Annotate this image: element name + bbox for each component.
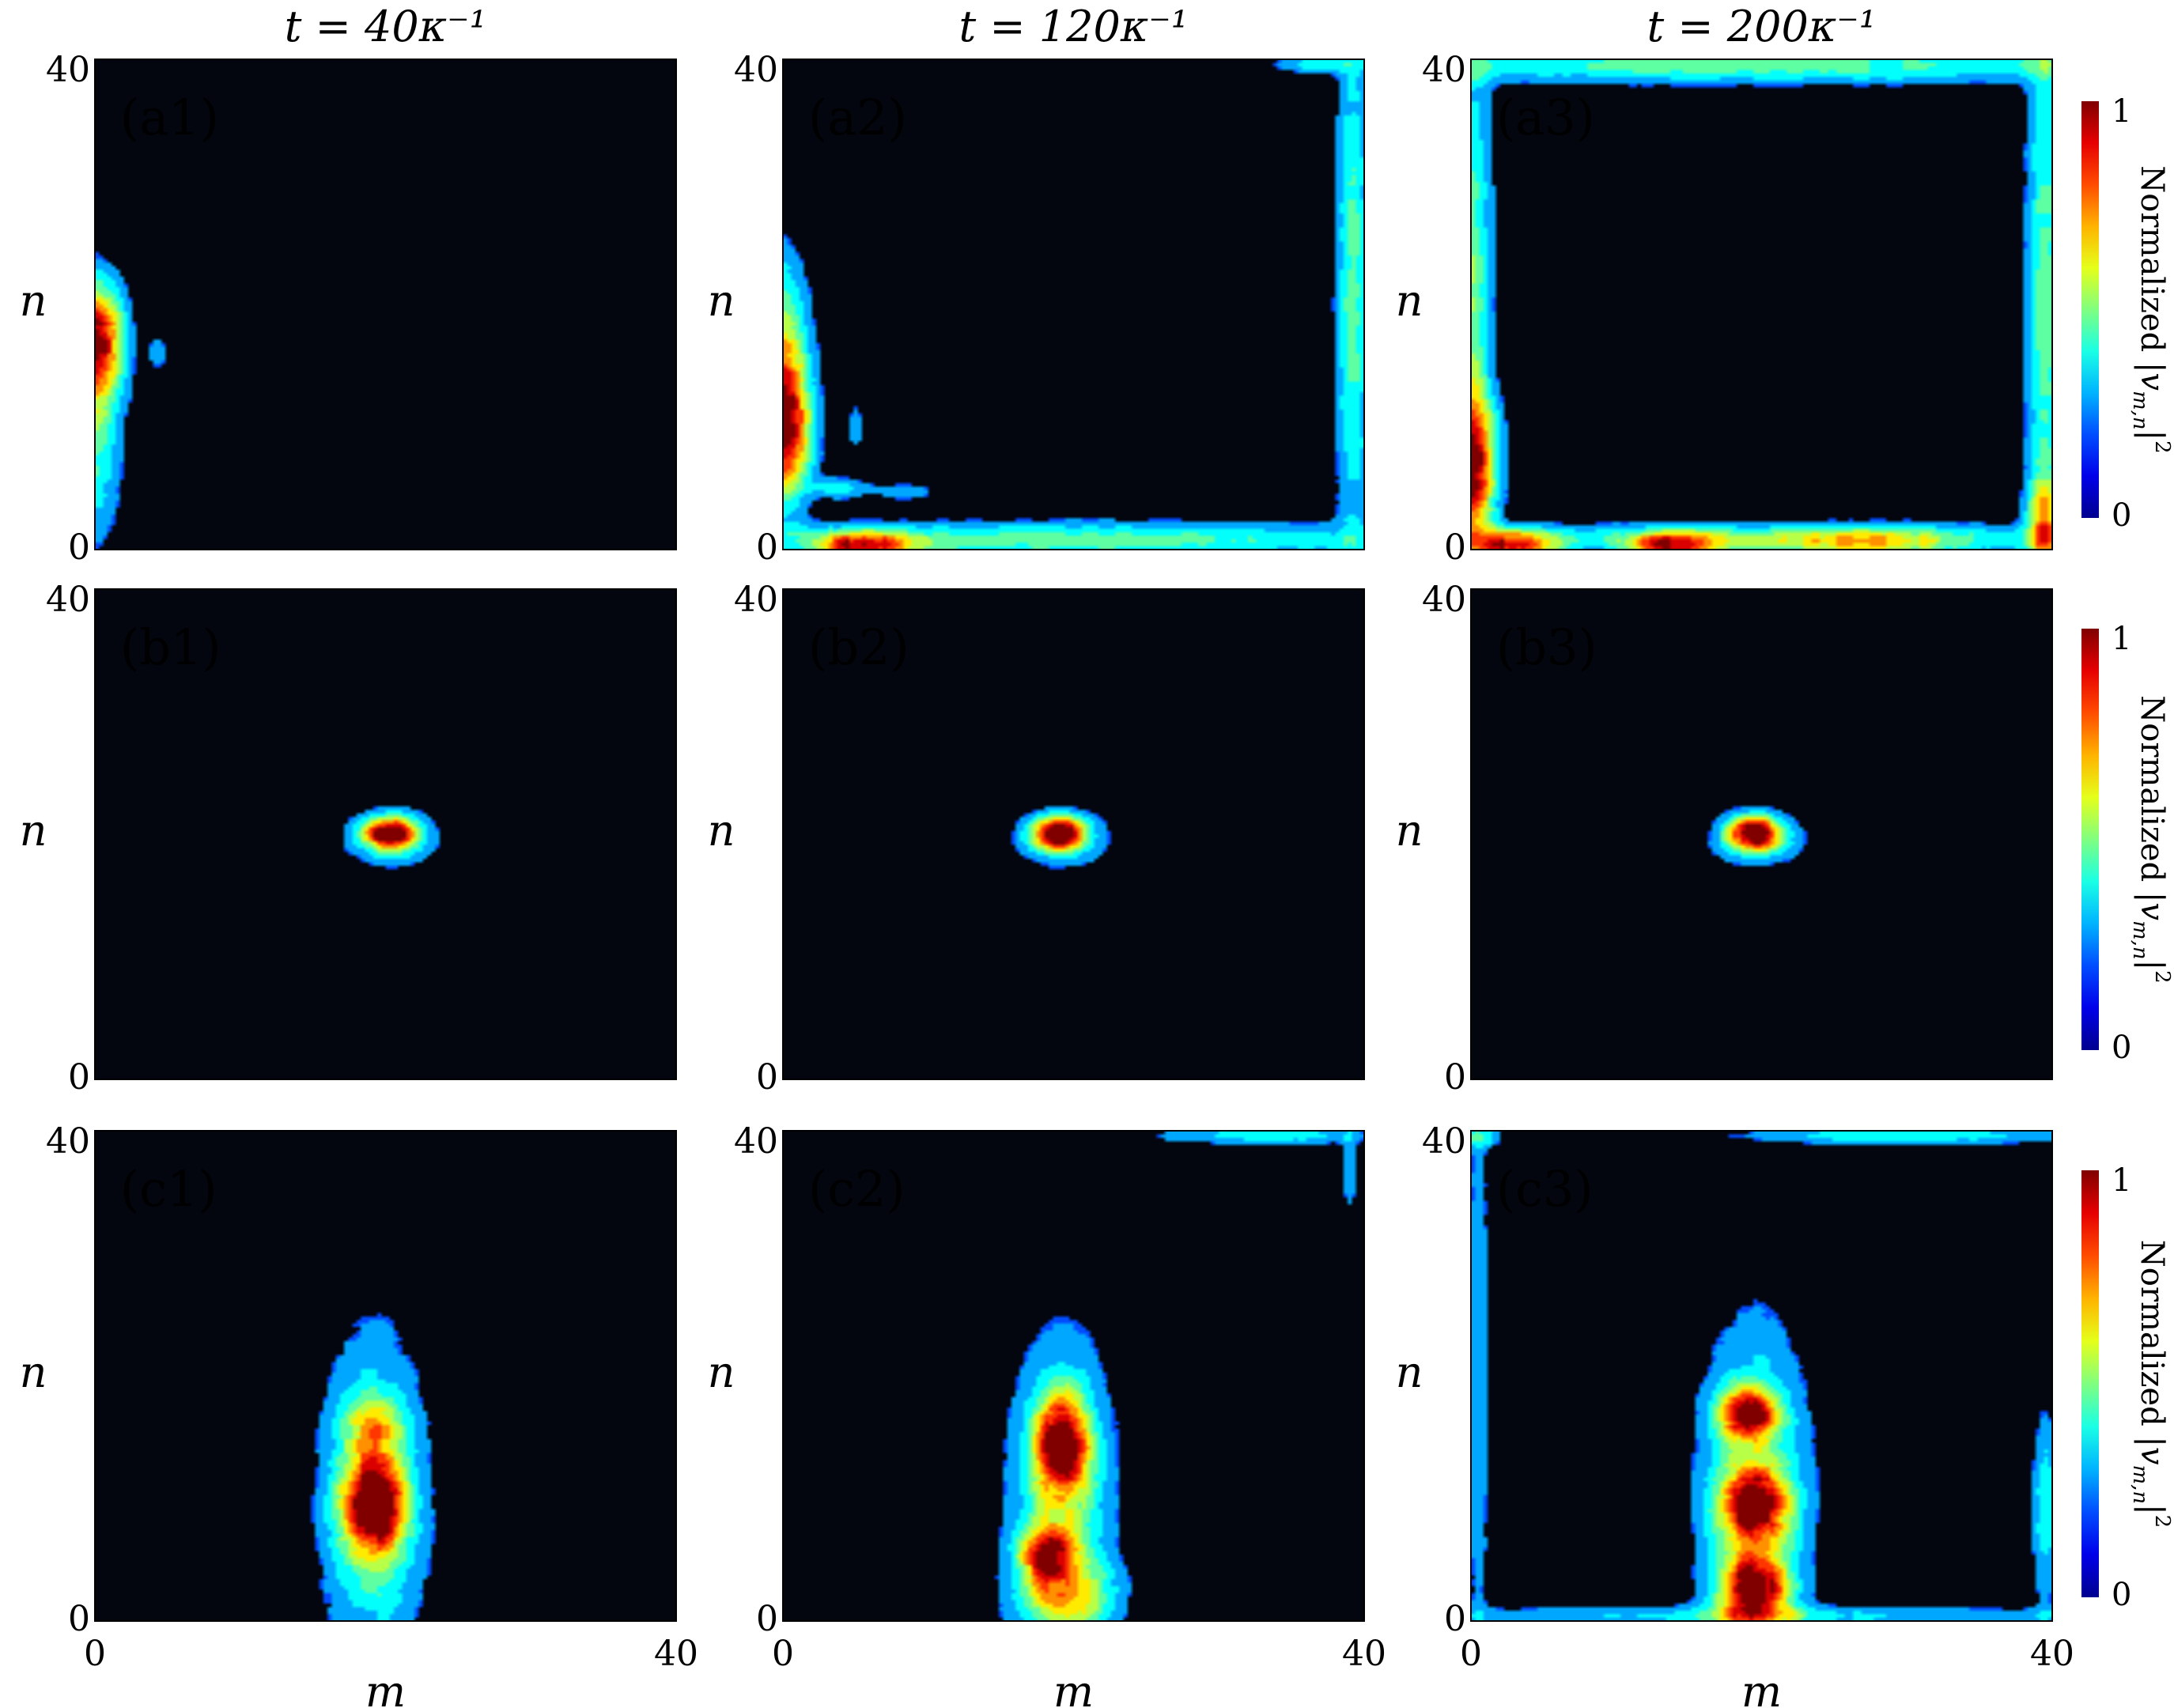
panel-label-b2: (b2)	[808, 618, 909, 676]
panel-frame	[94, 1130, 677, 1622]
y-tick-min: 0	[1444, 527, 1466, 568]
heatmap-panel-c2: (c2)	[782, 1130, 1365, 1622]
colorbar-scale	[2081, 1170, 2099, 1597]
colorbar-label: Normalized |vm,n|2	[2128, 695, 2174, 983]
colorbar-scale	[2081, 629, 2099, 1050]
panel-frame	[94, 59, 677, 550]
colorbar	[2081, 1170, 2099, 1597]
heatmap-image	[95, 1131, 676, 1621]
heatmap-image	[783, 1131, 1364, 1621]
heatmap-panel-b3: (b3)	[1470, 588, 2053, 1080]
heatmap-image	[95, 589, 676, 1079]
colorbar-tick-max: 1	[2112, 621, 2131, 657]
y-tick-max: 40	[734, 50, 778, 90]
y-tick-min: 0	[1444, 1599, 1466, 1639]
x-tick-max: 40	[654, 1634, 698, 1674]
heatmap-image	[1471, 589, 2052, 1079]
heatmap-panel-b2: (b2)	[782, 588, 1365, 1080]
x-axis-label: m	[1741, 1667, 1782, 1708]
y-axis-label: n	[708, 276, 735, 326]
x-tick-max: 40	[1342, 1634, 1386, 1674]
heatmap-panel-b1: (b1)	[94, 588, 677, 1080]
y-axis-label: n	[20, 276, 47, 326]
x-tick-min: 0	[1460, 1634, 1482, 1674]
heatmap-panel-c1: (c1)	[94, 1130, 677, 1622]
colorbar-tick-min: 0	[2112, 1030, 2131, 1066]
y-tick-max: 40	[46, 580, 90, 620]
figure-text: 40 0 n t = 40κ⁻¹ 40 0 n t = 120κ⁻¹ 40 0 n t = 200κ⁻…	[20, 2, 2174, 1708]
y-tick-min: 0	[756, 1599, 778, 1639]
panel-frame	[782, 588, 1365, 1080]
panel-frame	[782, 1130, 1365, 1622]
heatmap-panels: (a1) (a2) (a3) (b1) (b2) (b3) (c1) (c2) (c3)	[94, 59, 2099, 1622]
x-tick-max: 40	[2030, 1634, 2074, 1674]
heatmap-image	[1471, 59, 2052, 550]
x-tick-min: 0	[84, 1634, 106, 1674]
colorbar-label: Normalized |vm,n|2	[2128, 165, 2174, 453]
y-tick-max: 40	[734, 580, 778, 620]
panel-frame	[1470, 1130, 2053, 1622]
y-tick-max: 40	[1422, 1121, 1466, 1162]
panel-frame	[94, 588, 677, 1080]
y-axis-label: n	[1396, 806, 1423, 856]
y-axis-label: n	[20, 806, 47, 856]
heatmap-image	[783, 59, 1364, 550]
heatmap-panel-a3: (a3)	[1470, 59, 2053, 550]
panel-label-c1: (c1)	[120, 1160, 217, 1218]
colorbar-tick-max: 1	[2112, 93, 2131, 130]
y-tick-max: 40	[46, 1121, 90, 1162]
heatmap-image	[783, 589, 1364, 1079]
y-axis-label: n	[20, 1347, 47, 1397]
y-axis-label: n	[1396, 1347, 1423, 1397]
panel-frame	[1470, 59, 2053, 550]
colorbar	[2081, 629, 2099, 1050]
panel-label-a3: (a3)	[1496, 89, 1595, 146]
colorbar	[2081, 101, 2099, 518]
colorbar-tick-min: 0	[2112, 1577, 2131, 1613]
y-tick-min: 0	[756, 527, 778, 568]
y-axis-label: n	[708, 806, 735, 856]
y-tick-min: 0	[1444, 1057, 1466, 1098]
y-tick-min: 0	[68, 1057, 90, 1098]
panel-frame	[1470, 588, 2053, 1080]
y-tick-min: 0	[68, 1599, 90, 1639]
x-tick-min: 0	[772, 1634, 794, 1674]
colorbar-tick-min: 0	[2112, 497, 2131, 534]
y-tick-min: 0	[756, 1057, 778, 1098]
column-title: t = 40κ⁻¹	[285, 2, 487, 51]
y-axis-label: n	[1396, 276, 1423, 326]
colorbar-scale	[2081, 101, 2099, 518]
y-tick-max: 40	[1422, 50, 1466, 90]
column-title: t = 200κ⁻¹	[1647, 2, 1877, 51]
y-tick-max: 40	[46, 50, 90, 90]
panel-label-b1: (b1)	[120, 618, 221, 676]
y-axis-label: n	[708, 1347, 735, 1397]
heatmap-panel-a1: (a1)	[94, 59, 677, 550]
heatmap-image	[95, 59, 676, 550]
y-tick-min: 0	[68, 527, 90, 568]
heatmap-panel-a2: (a2)	[782, 59, 1365, 550]
column-title: t = 120κ⁻¹	[959, 2, 1189, 51]
colorbar-label: Normalized |vm,n|2	[2128, 1240, 2174, 1528]
panel-label-b3: (b3)	[1496, 618, 1597, 676]
x-axis-label: m	[365, 1667, 406, 1708]
panel-label-c2: (c2)	[808, 1160, 906, 1218]
panel-label-a1: (a1)	[120, 89, 219, 146]
panel-label-c3: (c3)	[1496, 1160, 1594, 1218]
heatmap-image	[1471, 1131, 2052, 1621]
y-tick-max: 40	[734, 1121, 778, 1162]
colorbar-tick-max: 1	[2112, 1162, 2131, 1199]
panel-label-a2: (a2)	[808, 89, 907, 146]
heatmap-panel-c3: (c3)	[1470, 1130, 2053, 1622]
panel-frame	[782, 59, 1365, 550]
x-axis-label: m	[1053, 1667, 1094, 1708]
y-tick-max: 40	[1422, 580, 1466, 620]
